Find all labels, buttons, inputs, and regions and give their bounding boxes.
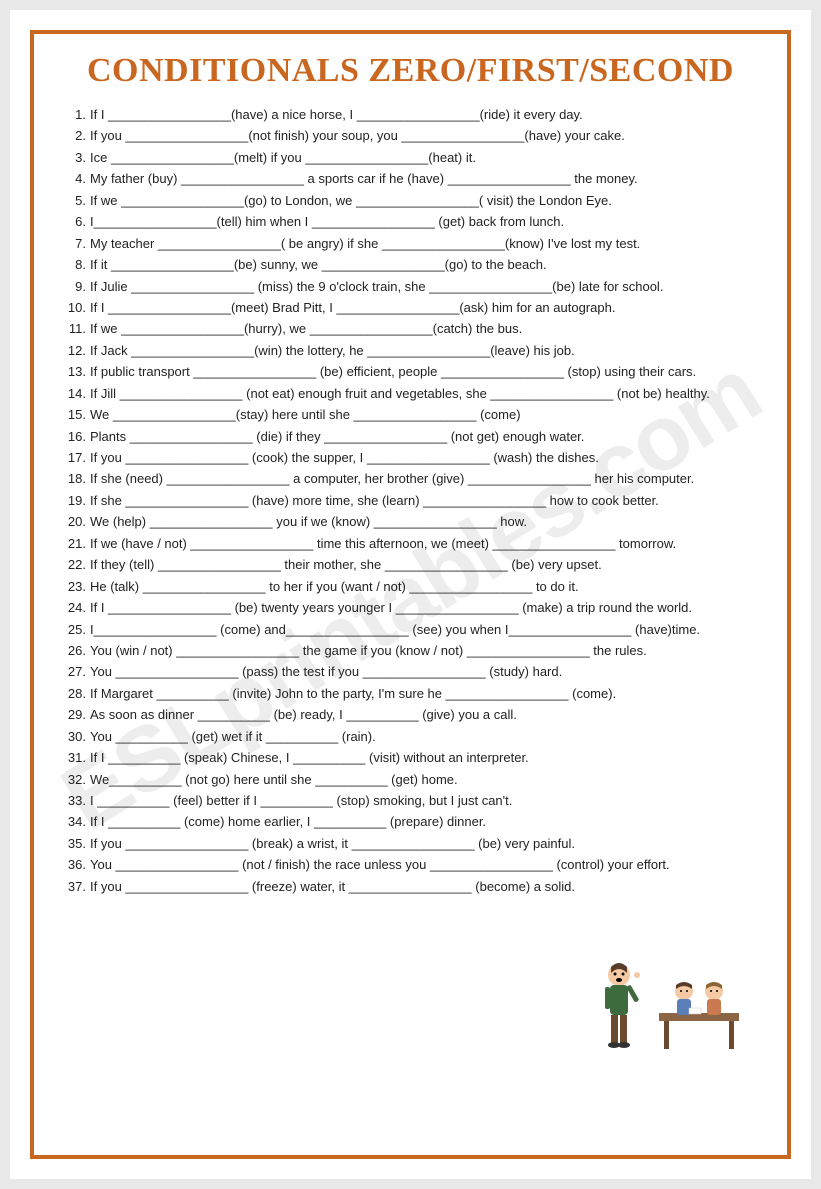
- worksheet-page: ESLprintables.com CONDITIONALS ZERO/FIRS…: [10, 10, 811, 1179]
- exercise-item: If Jill _________________ (not eat) enou…: [62, 383, 759, 404]
- exercise-item: If I __________ (come) home earlier, I _…: [62, 811, 759, 832]
- exercise-item: We _________________(stay) here until sh…: [62, 404, 759, 425]
- exercise-list: If I _________________(have) a nice hors…: [62, 104, 759, 897]
- exercise-item: If we (have / not) _________________ tim…: [62, 533, 759, 554]
- page-border: ESLprintables.com CONDITIONALS ZERO/FIRS…: [30, 30, 791, 1159]
- exercise-item: You (win / not) _________________ the ga…: [62, 640, 759, 661]
- exercise-item: My teacher _________________( be angry) …: [62, 233, 759, 254]
- worksheet-title: CONDITIONALS ZERO/FIRST/SECOND: [62, 52, 759, 90]
- exercise-item: I __________ (feel) better if I ________…: [62, 790, 759, 811]
- exercise-item: If she (need) _________________ a comput…: [62, 468, 759, 489]
- exercise-item: He (talk) _________________ to her if yo…: [62, 576, 759, 597]
- exercise-item: If they (tell) _________________ their m…: [62, 554, 759, 575]
- exercise-item: If it _________________(be) sunny, we __…: [62, 254, 759, 275]
- exercise-item: If Julie _________________ (miss) the 9 …: [62, 276, 759, 297]
- exercise-item: I_________________(tell) him when I ____…: [62, 211, 759, 232]
- exercise-item: If she _________________ (have) more tim…: [62, 490, 759, 511]
- exercise-item: Plants _________________ (die) if they _…: [62, 426, 759, 447]
- exercise-item: As soon as dinner __________ (be) ready,…: [62, 704, 759, 725]
- exercise-item: I_________________ (come) and___________…: [62, 619, 759, 640]
- exercise-item: My father (buy) _________________ a spor…: [62, 168, 759, 189]
- exercise-item: You _________________ (pass) the test if…: [62, 661, 759, 682]
- exercise-item: If I __________ (speak) Chinese, I _____…: [62, 747, 759, 768]
- exercise-item: You _________________ (not / finish) the…: [62, 854, 759, 875]
- exercise-item: We (help) _________________ you if we (k…: [62, 511, 759, 532]
- exercise-item: We__________ (not go) here until she ___…: [62, 769, 759, 790]
- classroom-clipart: [589, 953, 749, 1063]
- exercise-item: If we _________________(hurry), we _____…: [62, 318, 759, 339]
- exercise-item: You __________ (get) wet if it _________…: [62, 726, 759, 747]
- exercise-item: If public transport _________________ (b…: [62, 361, 759, 382]
- exercise-item: Ice _________________(melt) if you _____…: [62, 147, 759, 168]
- exercise-item: If you _________________ (break) a wrist…: [62, 833, 759, 854]
- exercise-item: If I _________________ (be) twenty years…: [62, 597, 759, 618]
- exercise-item: If we _________________(go) to London, w…: [62, 190, 759, 211]
- exercise-item: If I _________________(have) a nice hors…: [62, 104, 759, 125]
- exercise-item: If Jack _________________(win) the lotte…: [62, 340, 759, 361]
- exercise-item: If I _________________(meet) Brad Pitt, …: [62, 297, 759, 318]
- exercise-item: If you _________________ (freeze) water,…: [62, 876, 759, 897]
- exercise-item: If you _________________ (cook) the supp…: [62, 447, 759, 468]
- exercise-item: If you _________________(not finish) you…: [62, 125, 759, 146]
- exercise-item: If Margaret __________ (invite) John to …: [62, 683, 759, 704]
